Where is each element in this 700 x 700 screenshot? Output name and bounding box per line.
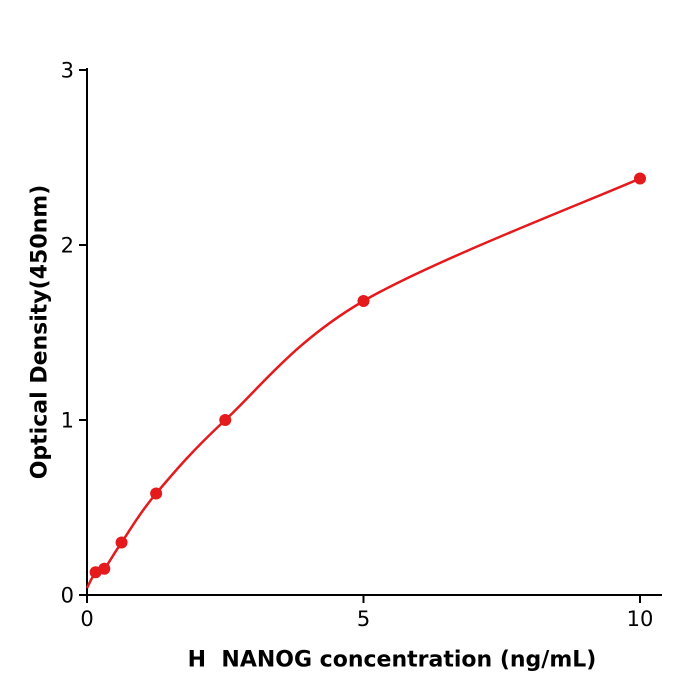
x-tick-label: 10: [627, 607, 654, 631]
x-axis-label: H NANOG concentration (ng/mL): [187, 647, 597, 673]
data-point: [115, 536, 128, 549]
y-tick-label: 3: [61, 58, 74, 82]
data-point: [98, 562, 111, 575]
data-point: [357, 295, 370, 307]
y-tick-label: 2: [61, 233, 74, 257]
y-axis-label: Optical Density(450nm): [27, 184, 53, 480]
y-tick-label: 1: [61, 408, 74, 432]
data-point: [219, 414, 232, 426]
x-tick-label: 5: [357, 607, 370, 631]
data-point: [634, 172, 646, 185]
standard-curve-line: [85, 177, 641, 589]
x-tick-label: 0: [80, 607, 93, 631]
y-tick-label: 0: [61, 583, 74, 607]
data-point: [150, 487, 163, 500]
